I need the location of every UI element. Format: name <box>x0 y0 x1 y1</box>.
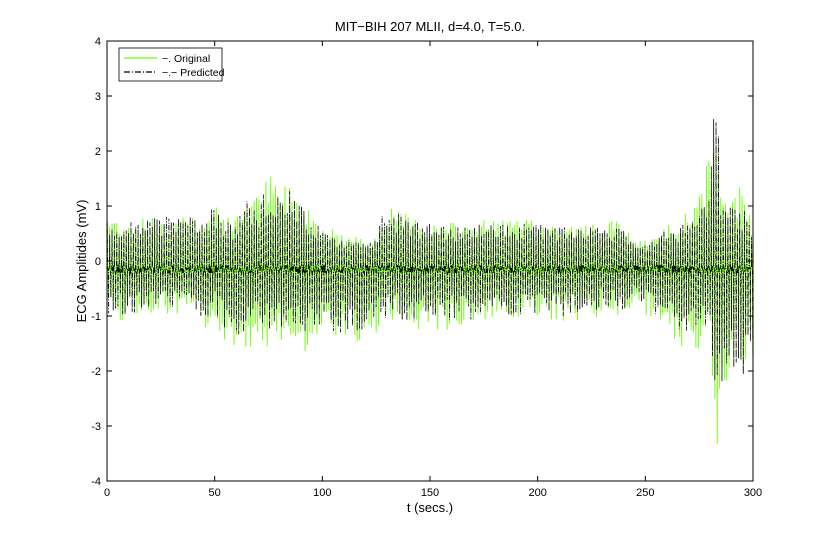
x-tick-label: 100 <box>313 487 331 499</box>
x-tick-label: 200 <box>528 487 546 499</box>
x-tick-label: 300 <box>744 487 762 499</box>
y-tick-label: 1 <box>95 201 101 213</box>
y-tick-label: -2 <box>91 366 101 378</box>
legend-predicted-label: −.− Predicted <box>162 67 225 79</box>
y-tick-label: 2 <box>95 146 101 158</box>
legend-original-label: −. Original <box>162 53 210 65</box>
y-tick-label: -3 <box>91 421 101 433</box>
y-tick-label: -4 <box>91 476 101 488</box>
y-tick-label: 3 <box>95 91 101 103</box>
y-tick-label: -1 <box>91 311 101 323</box>
ticks-layer: 0 50 100 150 200 250 300 -4 -3 -2 -1 0 1 2 3 4 <box>91 36 762 499</box>
series-layer <box>107 119 753 444</box>
legend-box <box>118 47 223 82</box>
chart-title: MIT−BIH 207 MLII, d=4.0, T=5.0. <box>335 19 525 34</box>
x-tick-label: 0 <box>104 487 110 499</box>
x-tick-label: 150 <box>421 487 439 499</box>
x-axis-label: t (secs.) <box>407 500 453 515</box>
x-tick-label: 250 <box>636 487 654 499</box>
legend: −. Original −.− Predicted <box>118 47 225 82</box>
y-tick-label: 0 <box>95 256 101 268</box>
series-line <box>107 119 753 382</box>
x-tick-label: 50 <box>209 487 221 499</box>
y-axis-label: ECG Amplitides (mV) <box>74 200 89 323</box>
y-tick-label: 4 <box>95 36 101 48</box>
series-predicted <box>107 119 753 382</box>
